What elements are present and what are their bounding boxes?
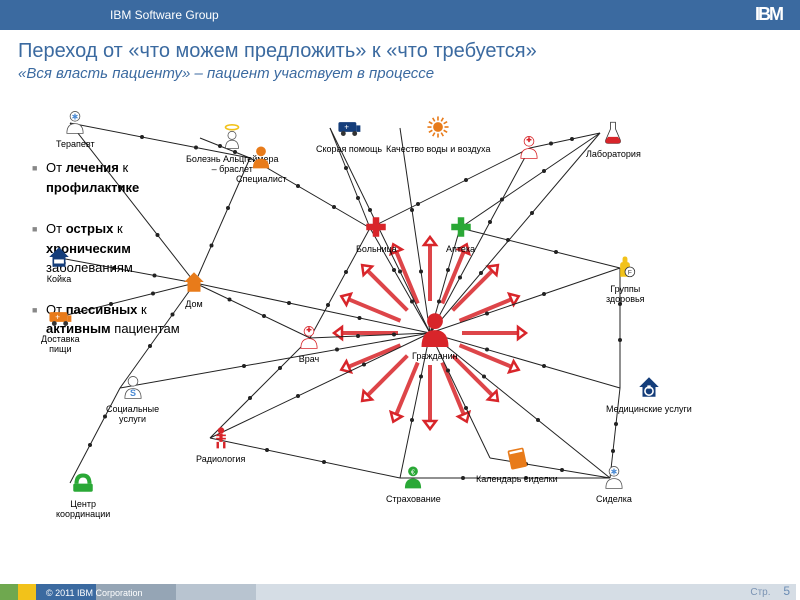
node-doctor: Врач — [296, 324, 322, 364]
person-star-icon: ✱ — [62, 109, 88, 135]
phone-icon — [70, 469, 96, 495]
node-specialist: Специалист — [236, 144, 286, 184]
van-icon: + — [47, 304, 73, 330]
bullet-item: От лечения к профилактике — [32, 158, 202, 197]
header-group: IBM Software Group — [110, 8, 219, 22]
node-radiology: Радиология — [196, 424, 245, 464]
node-carer: ✱Сиделка — [596, 464, 632, 504]
node-ambulance: +Скорая помощь — [316, 114, 382, 154]
node-waterair: Качество воды и воздуха — [386, 114, 490, 154]
person-gear-icon — [248, 144, 274, 170]
node-calendar: Календарь сиделки — [476, 444, 558, 484]
node-nurse-top — [516, 134, 542, 162]
xray-icon — [208, 424, 234, 450]
node-pharmacy: Аптека — [446, 214, 475, 254]
slide-title: Переход от «что можем предложить» к «что… — [0, 30, 800, 65]
svg-text:+: + — [56, 312, 61, 321]
diagram-canvas: От лечения к профилактикеОт острых к хро… — [0, 88, 800, 568]
node-bed: Койка — [46, 244, 72, 284]
sun-icon — [425, 114, 451, 140]
person-s-icon: S — [120, 374, 146, 400]
slide-subtitle: «Вся власть пациенту» – пациент участвуе… — [0, 65, 800, 88]
plus-icon — [363, 214, 389, 240]
van-icon: + — [336, 114, 362, 140]
hand-icon: F — [612, 254, 638, 280]
house-bed-icon — [46, 244, 72, 270]
svg-text:✱: ✱ — [72, 113, 79, 122]
svg-text:S: S — [130, 388, 136, 398]
node-therapist: ✱Терапевт — [56, 109, 95, 149]
footer: © 2011 IBM Corporation Стр. 5 — [0, 584, 800, 600]
header-bar: IBM Software Group IBM — [0, 0, 800, 30]
svg-text:F: F — [628, 269, 632, 276]
house-icon — [181, 269, 207, 295]
person-star-icon: ✱ — [601, 464, 627, 490]
person-plus-icon — [516, 134, 542, 160]
svg-text:€: € — [411, 468, 415, 477]
node-citizen: Гражданин — [412, 311, 458, 361]
node-social: SСоциальныеуслуги — [106, 374, 159, 424]
flask-icon — [600, 119, 626, 145]
svg-text:+: + — [344, 122, 349, 131]
node-food: +Доставкапищи — [41, 304, 80, 354]
node-groups: FГруппыздоровья — [606, 254, 645, 304]
node-lab: Лаборатория — [586, 119, 641, 159]
person-plus-icon — [296, 324, 322, 350]
person-icon — [417, 311, 453, 347]
node-hospital: Больница — [356, 214, 397, 254]
person-euro-icon: € — [400, 464, 426, 490]
node-home: Дом — [181, 269, 207, 309]
svg-text:✱: ✱ — [611, 468, 618, 477]
footer-page: Стр. 5 — [750, 584, 790, 598]
node-coord: Центркоординации — [56, 469, 110, 519]
book-icon — [504, 444, 530, 470]
ibm-logo: IBM — [755, 4, 782, 25]
plus-icon — [448, 214, 474, 240]
node-insurance: €Страхование — [386, 464, 441, 504]
copyright: © 2011 IBM Corporation — [40, 588, 143, 598]
node-medservices: Медицинские услуги — [606, 374, 692, 414]
house-wheel-icon — [636, 374, 662, 400]
